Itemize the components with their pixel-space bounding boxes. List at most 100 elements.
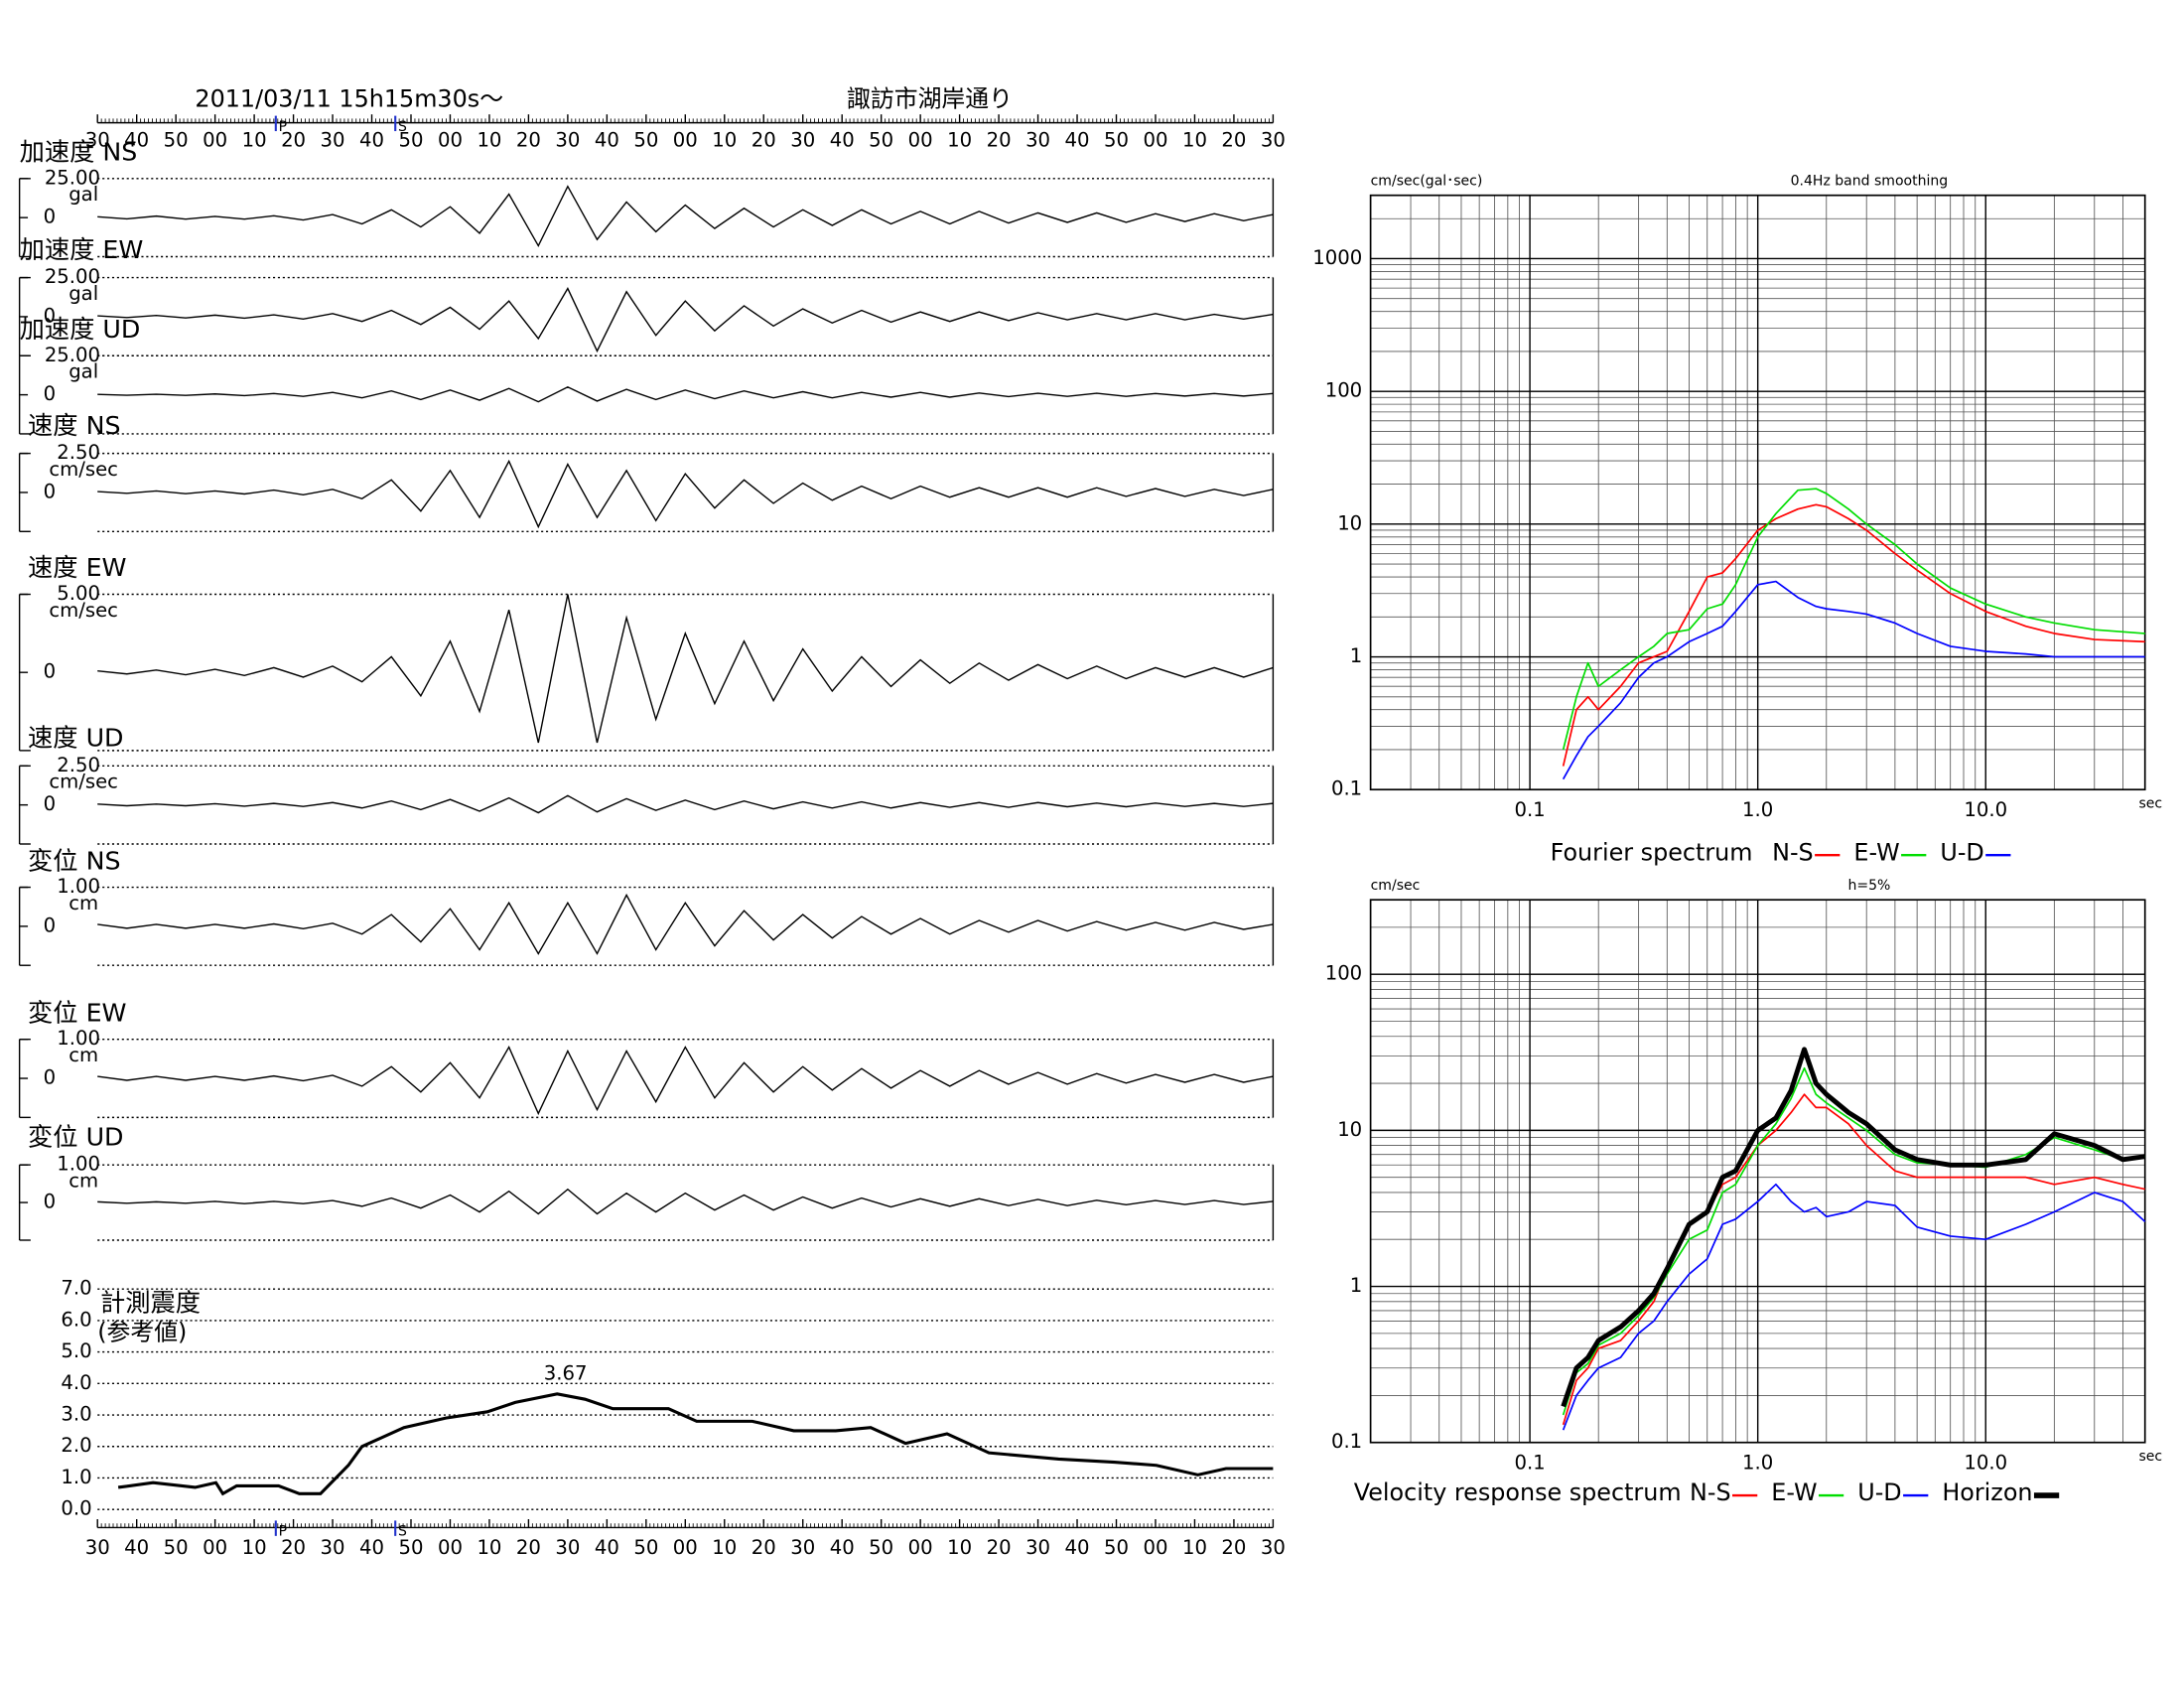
station-name: 諏訪市湖岸通り [847,85,1013,113]
unit-label: cm/sec [49,771,118,793]
panel-title: 変位 EW [28,998,126,1027]
x-tick-label: 30 [1025,1536,1050,1559]
y-tick-label: 0 [44,382,56,405]
plot-frame [1369,194,2146,791]
x-tick-label: 40 [124,128,149,151]
x-tick-label: 50 [164,1536,189,1559]
x-tick-label: 00 [1143,128,1167,151]
x-tick-label: 50 [1104,1536,1129,1559]
x-tick-label: 40 [359,1536,384,1559]
waveform [97,594,1274,744]
x-tick-label: 50 [633,128,658,151]
x-axis-label: sec [2138,1449,2162,1465]
x-tick-label: 1.0 [1742,798,1773,821]
y-tick-label: 5.0 [61,1339,91,1362]
x-tick-label: 50 [164,128,189,151]
chart-title: 2011/03/11 15h15m30s～ [195,85,503,113]
phase-label: S [398,1524,407,1540]
y-tick-label: 0 [44,914,56,936]
x-tick-label: 10.0 [1964,1451,2007,1474]
panel-title: 変位 NS [28,846,120,875]
y-tick-label: 1.0 [61,1466,91,1488]
chart-subtitle: h=5% [1847,878,1890,894]
y-tick-label: 25.00 [45,344,100,366]
waveform [97,794,1274,814]
y-tick-label: 1.00 [57,1153,100,1176]
x-tick-label: 00 [438,128,463,151]
y-tick-label: 3.0 [61,1403,91,1426]
x-tick-label: 20 [751,1536,776,1559]
legend-title: Velocity response spectrum [1354,1478,1682,1506]
unit-label: cm/sec [49,458,118,481]
y-axis-label: cm/sec [1371,878,1421,894]
x-tick-label: 10 [947,1536,972,1559]
plot-frame [1369,899,2146,1444]
spectrum-line [1561,1047,2146,1408]
y-tick-label: 25.00 [45,166,100,189]
panel-title: 速度 EW [28,553,126,582]
y-tick-label: 4.0 [61,1371,91,1394]
x-tick-label: 30 [790,128,815,151]
spectrum-line [1562,580,2145,780]
x-tick-label: 10 [1182,1536,1207,1559]
unit-label: cm [68,1044,98,1066]
x-tick-label: 30 [321,128,345,151]
y-tick-label: 6.0 [61,1308,91,1331]
x-tick-label: 40 [830,1536,855,1559]
x-tick-label: 50 [869,1536,893,1559]
x-tick-label: 30 [1025,128,1050,151]
y-tick-label: 100 [1325,379,1362,402]
x-tick-label: 10 [712,1536,737,1559]
x-tick-label: 40 [595,128,619,151]
panel-title: 変位 UD [28,1122,123,1151]
x-tick-label: 50 [633,1536,658,1559]
x-tick-label: 20 [987,1536,1012,1559]
y-tick-label: 1 [1350,644,1362,667]
unit-label: cm [68,892,98,914]
x-tick-label: 50 [399,128,424,151]
x-tick-label: 20 [281,1536,306,1559]
x-tick-label: 00 [908,128,933,151]
x-tick-label: 00 [203,1536,227,1559]
x-tick-label: 30 [85,1536,110,1559]
x-tick-label: 40 [1065,128,1090,151]
intensity-line [117,1392,1274,1496]
x-tick-label: 10 [242,128,267,151]
x-tick-label: 00 [673,1536,698,1559]
y-tick-label: 0.1 [1331,1430,1362,1453]
x-tick-label: 40 [830,128,855,151]
x-tick-label: 30 [555,1536,580,1559]
x-tick-label: 10 [1182,128,1207,151]
x-tick-label: 10 [477,128,501,151]
legend-label: E-W [1853,838,1899,866]
x-tick-label: 30 [790,1536,815,1559]
y-tick-label: 10 [1337,1118,1362,1141]
x-tick-label: 40 [1065,1536,1090,1559]
x-tick-label: 30 [1261,1536,1286,1559]
x-tick-label: 10 [712,128,737,151]
legend-label: U-D [1857,1478,1901,1506]
y-tick-label: 0 [44,480,56,502]
legend-label: Horizon [1942,1478,2032,1506]
x-tick-label: 00 [908,1536,933,1559]
unit-label: gal [68,360,98,383]
panel-title: 加速度 NS [20,138,138,167]
x-tick-label: 20 [1221,128,1246,151]
y-tick-label: 0.1 [1331,777,1362,800]
waveform [97,1188,1274,1215]
y-tick-label: 0.0 [61,1497,91,1520]
y-tick-label: 1.00 [57,875,100,898]
y-tick-label: 0 [44,206,56,228]
x-tick-label: 50 [1104,128,1129,151]
waveform [97,1046,1274,1116]
x-tick-label: 20 [1221,1536,1246,1559]
panel-title: 速度 NS [28,411,120,440]
waveform [97,287,1274,353]
phase-label: S [398,119,407,135]
x-tick-label: 50 [869,128,893,151]
x-tick-label: 30 [1261,128,1286,151]
spectrum-line [1562,503,2145,767]
y-tick-label: 0 [44,1066,56,1089]
x-axis-label: sec [2138,795,2162,811]
